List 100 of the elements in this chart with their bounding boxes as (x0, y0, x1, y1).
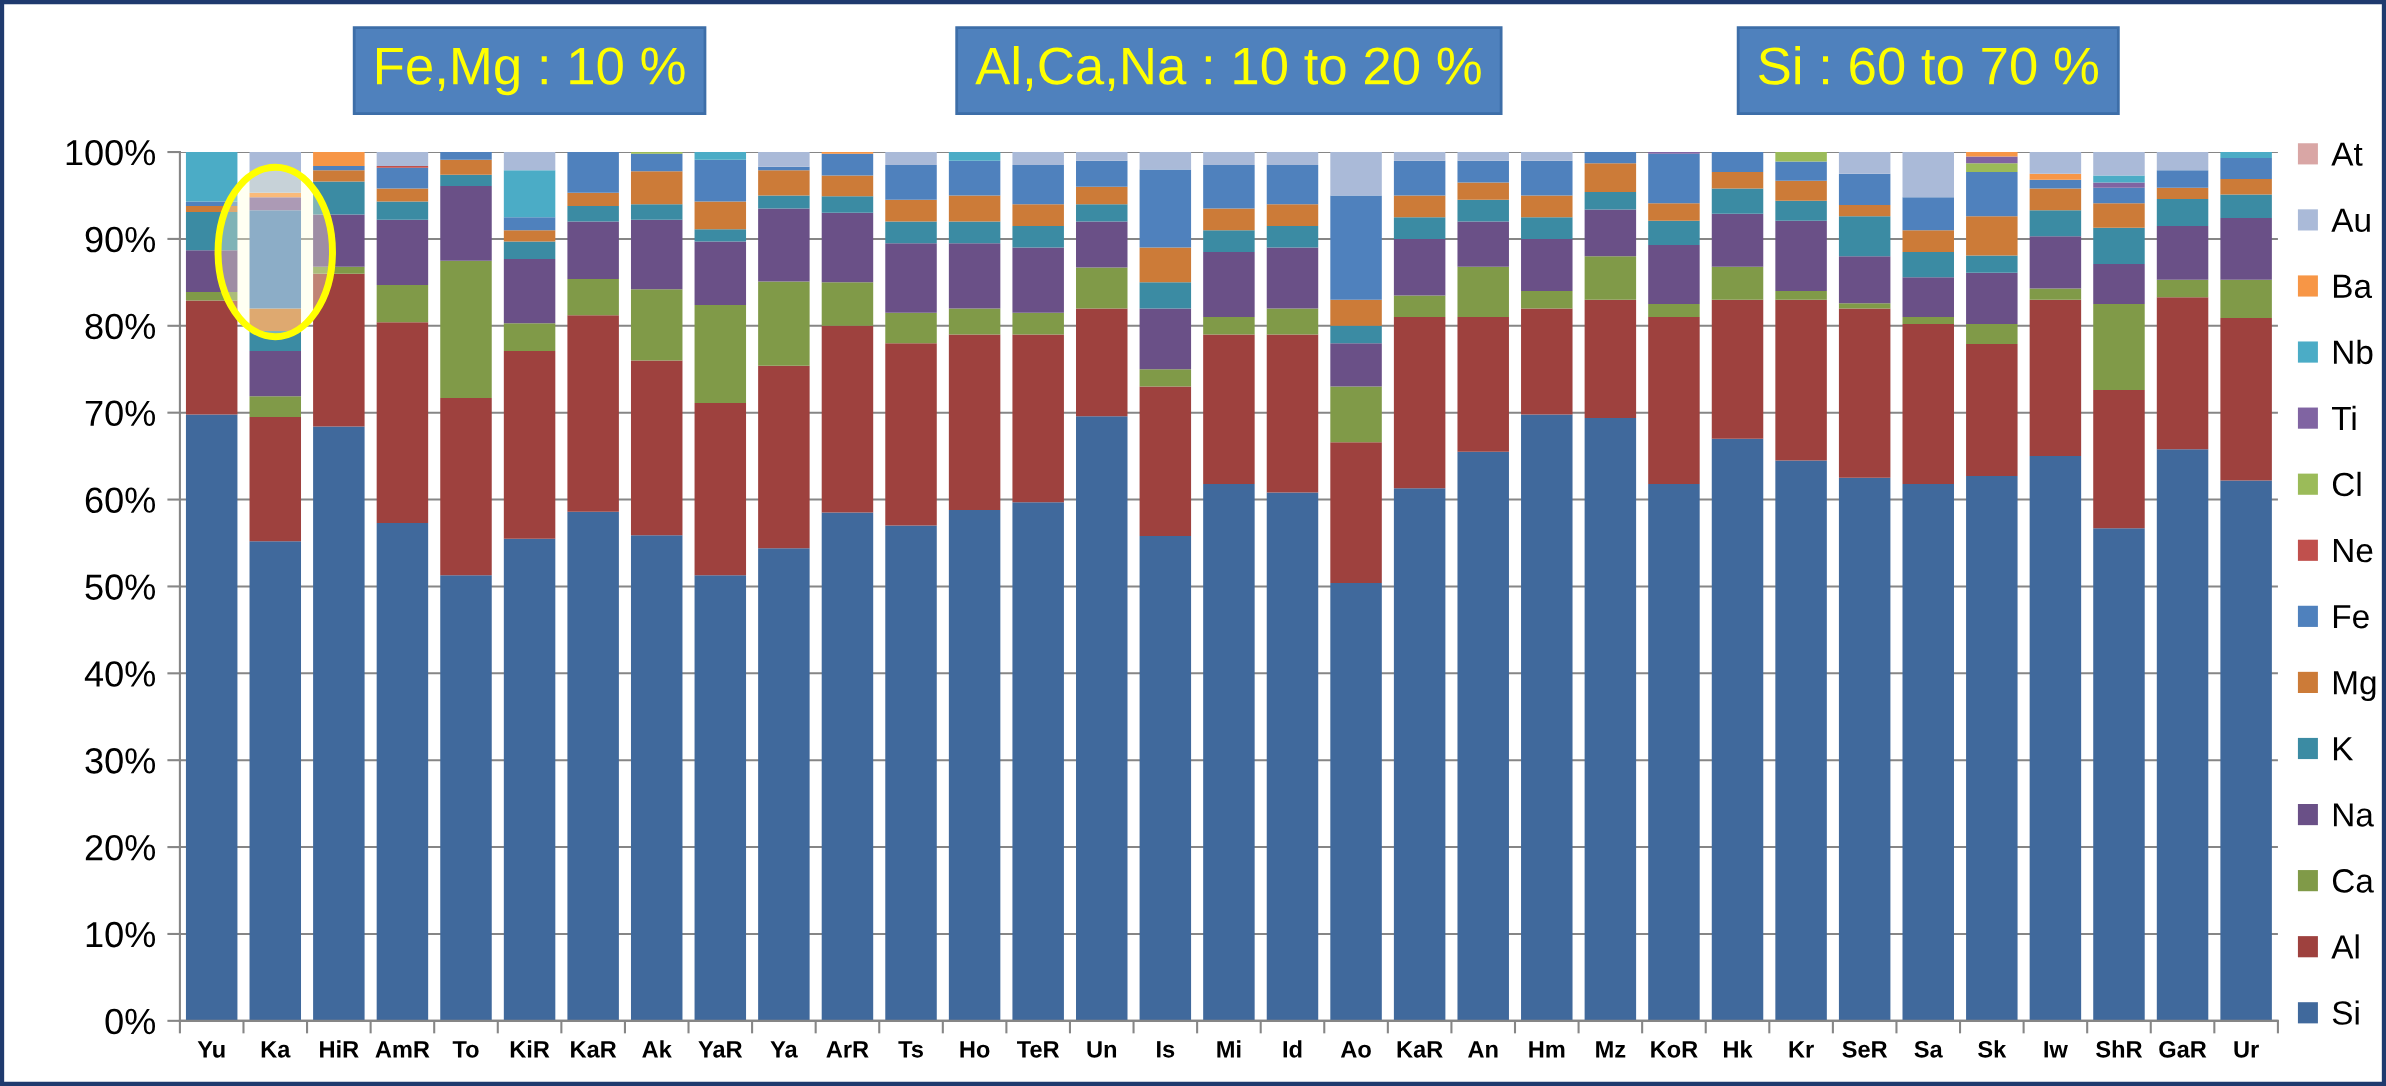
bar (440, 397, 492, 576)
x-tick-label: KaR (1397, 1041, 1443, 1058)
y-tick-label: 20% (85, 834, 156, 861)
bar (1902, 230, 1954, 252)
bar (885, 525, 937, 1021)
bar (2156, 225, 2209, 280)
bar (1012, 502, 1064, 1021)
bar (1266, 225, 1319, 248)
bar (1266, 204, 1319, 226)
bar (185, 300, 238, 415)
text: Fe,Mg : 10 % (376, 47, 685, 96)
bar (885, 221, 937, 244)
bar (821, 325, 874, 513)
bar (821, 212, 874, 283)
bar (1711, 188, 1764, 214)
bar (185, 414, 238, 1021)
bar (1393, 160, 1446, 196)
bar (1139, 169, 1192, 248)
bar (1775, 180, 1827, 201)
x-tick-label: Sa (1914, 1040, 1943, 1058)
bar (2029, 188, 2082, 211)
bar (1775, 299, 1827, 461)
bar (1393, 152, 1446, 161)
bar (1584, 192, 1637, 210)
bar (1203, 483, 1255, 1021)
bar (1012, 334, 1064, 503)
x-tick-label: Id (1283, 1040, 1302, 1058)
bar (948, 334, 1001, 510)
legend-label: Fe (2333, 605, 2369, 629)
bar (1648, 483, 1700, 1021)
bar (821, 175, 874, 197)
bar (1838, 256, 1891, 304)
x-tick-label: KaR (571, 1041, 617, 1058)
bar (1775, 152, 1827, 162)
bar (2220, 178, 2272, 195)
bar (440, 174, 492, 186)
bar (2220, 317, 2272, 481)
bar (1838, 303, 1891, 309)
bar (376, 201, 429, 220)
bar (1457, 199, 1509, 222)
bar (1203, 334, 1255, 484)
x-tick-label: ShR (2096, 1040, 2143, 1058)
bar (1775, 460, 1827, 1021)
bar (2156, 152, 2209, 171)
bar (313, 273, 365, 427)
bar (1711, 172, 1764, 189)
legend-label: Cl (2332, 471, 2361, 497)
bar (821, 282, 874, 326)
bar (1139, 536, 1192, 1021)
bar (376, 523, 429, 1021)
bar (2029, 288, 2082, 300)
bar (249, 308, 302, 332)
bar (313, 165, 365, 171)
bar (1648, 220, 1700, 245)
bar (1330, 152, 1382, 196)
x-tick-label: Sk (1978, 1040, 2007, 1058)
bar (503, 351, 556, 539)
x-tick-label: Ao (1340, 1041, 1371, 1058)
x-tick-label: Ts (898, 1041, 923, 1058)
bar (1838, 173, 1891, 206)
bar (1711, 438, 1764, 1021)
bar (503, 258, 556, 324)
bar (758, 281, 810, 366)
bar (1139, 152, 1192, 170)
bar (1076, 186, 1128, 205)
x-tick-label: KiR (510, 1040, 550, 1058)
x-tick-label: Ka (261, 1041, 291, 1058)
bar (376, 167, 429, 189)
bar (1330, 442, 1382, 583)
bar (313, 214, 365, 267)
legend-label: Ne (2333, 539, 2373, 563)
legend-label: Au (2331, 208, 2370, 232)
bar (885, 199, 937, 222)
bar (503, 152, 556, 171)
bar (440, 152, 492, 160)
bar (948, 160, 1001, 196)
bar (1966, 344, 2018, 477)
bar (948, 509, 1001, 1021)
x-tick-label: Is (1157, 1041, 1175, 1058)
bar (2093, 528, 2145, 1021)
bar (249, 351, 302, 397)
bar (1012, 312, 1064, 335)
legend-label: Ca (2332, 869, 2374, 893)
bar (567, 192, 619, 206)
bar (1521, 160, 1573, 196)
x-tick-label: Iw (2044, 1041, 2068, 1058)
bar (567, 205, 619, 222)
bar (821, 512, 874, 1021)
bar (2156, 449, 2209, 1021)
bar (1838, 477, 1891, 1021)
bar (694, 229, 747, 242)
bar (1838, 205, 1891, 217)
bar (503, 323, 556, 351)
bar (2156, 279, 2209, 298)
bar (694, 575, 747, 1021)
y-tick-label: 100% (66, 139, 156, 166)
bar (440, 185, 492, 261)
legend-label: Mg (2333, 671, 2376, 702)
bar (1266, 492, 1319, 1021)
bar (694, 403, 747, 576)
